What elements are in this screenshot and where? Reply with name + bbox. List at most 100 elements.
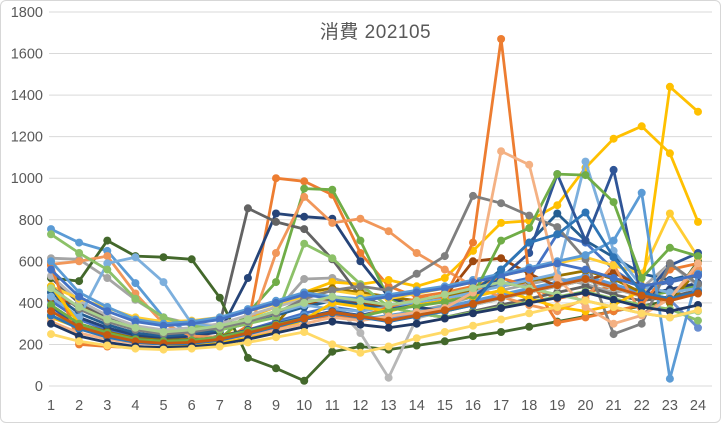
data-point-marker bbox=[243, 338, 252, 347]
data-point-marker bbox=[525, 298, 534, 307]
data-point-marker bbox=[131, 317, 140, 326]
data-point-marker bbox=[187, 255, 196, 264]
svg-text:1: 1 bbox=[47, 398, 55, 414]
data-point-marker bbox=[131, 253, 140, 262]
data-point-marker bbox=[384, 301, 393, 309]
data-point-marker bbox=[553, 223, 562, 232]
data-point-marker bbox=[215, 321, 224, 330]
data-point-marker bbox=[47, 330, 55, 339]
data-point-marker bbox=[356, 249, 365, 257]
svg-text:20: 20 bbox=[577, 398, 593, 414]
data-point-marker bbox=[215, 293, 224, 302]
data-point-marker bbox=[75, 337, 84, 346]
data-point-marker bbox=[497, 265, 506, 274]
data-point-marker bbox=[581, 236, 590, 245]
data-point-marker bbox=[609, 134, 618, 143]
data-point-marker bbox=[300, 184, 309, 193]
data-point-marker bbox=[497, 293, 506, 302]
data-point-marker bbox=[300, 314, 309, 323]
svg-text:19: 19 bbox=[549, 398, 565, 414]
data-point-marker bbox=[75, 257, 84, 266]
data-point-marker bbox=[553, 318, 562, 327]
svg-text:13: 13 bbox=[380, 398, 396, 414]
data-point-marker bbox=[440, 314, 449, 323]
data-point-marker bbox=[356, 257, 365, 266]
data-point-marker bbox=[497, 236, 506, 245]
data-point-marker bbox=[356, 236, 365, 245]
data-point-marker bbox=[272, 278, 280, 287]
data-point-marker bbox=[637, 122, 646, 131]
data-point-marker bbox=[300, 275, 309, 283]
data-point-marker bbox=[497, 199, 506, 208]
data-point-marker bbox=[412, 296, 421, 305]
data-point-marker bbox=[581, 313, 590, 322]
data-point-marker bbox=[187, 319, 196, 328]
data-point-marker bbox=[243, 307, 252, 316]
data-point-marker bbox=[440, 274, 449, 282]
data-point-marker bbox=[440, 337, 449, 346]
data-point-marker bbox=[469, 238, 477, 247]
data-point-marker bbox=[609, 236, 618, 245]
data-point-marker bbox=[581, 265, 590, 274]
data-point-marker bbox=[272, 307, 280, 316]
data-point-marker bbox=[412, 269, 421, 278]
data-point-marker bbox=[525, 265, 534, 274]
svg-text:14: 14 bbox=[409, 398, 425, 414]
data-point-marker bbox=[497, 218, 506, 227]
data-point-marker bbox=[328, 254, 337, 263]
data-point-marker bbox=[581, 171, 590, 180]
svg-text:600: 600 bbox=[19, 254, 43, 270]
data-point-marker bbox=[497, 315, 506, 324]
data-point-marker bbox=[356, 303, 365, 311]
data-point-marker bbox=[328, 308, 337, 317]
data-point-marker bbox=[384, 342, 393, 351]
data-point-marker bbox=[384, 373, 393, 382]
data-point-marker bbox=[328, 317, 337, 326]
data-point-marker bbox=[525, 309, 534, 318]
data-point-marker bbox=[440, 297, 449, 306]
data-point-marker bbox=[384, 292, 393, 301]
data-point-marker bbox=[694, 306, 702, 315]
data-point-marker bbox=[525, 224, 534, 233]
data-point-marker bbox=[440, 290, 449, 299]
data-point-marker bbox=[665, 296, 674, 305]
svg-text:17: 17 bbox=[493, 398, 509, 414]
svg-text:22: 22 bbox=[634, 398, 650, 414]
svg-text:21: 21 bbox=[606, 398, 622, 414]
data-point-marker bbox=[553, 259, 562, 268]
data-point-marker bbox=[609, 261, 618, 270]
data-point-marker bbox=[665, 209, 674, 218]
data-point-marker bbox=[131, 323, 140, 332]
data-point-marker bbox=[103, 331, 112, 340]
data-point-marker bbox=[637, 319, 646, 328]
data-point-marker bbox=[243, 274, 252, 282]
data-point-marker bbox=[159, 345, 168, 354]
svg-text:11: 11 bbox=[325, 398, 340, 414]
data-point-marker bbox=[581, 303, 590, 311]
data-point-marker bbox=[187, 325, 196, 334]
data-point-marker bbox=[328, 286, 337, 295]
data-point-marker bbox=[159, 278, 168, 287]
data-point-marker bbox=[497, 286, 506, 295]
svg-text:200: 200 bbox=[19, 337, 43, 353]
data-point-marker bbox=[497, 278, 506, 287]
data-point-marker bbox=[609, 283, 618, 292]
svg-text:9: 9 bbox=[272, 398, 280, 414]
data-point-marker bbox=[243, 329, 252, 337]
data-point-marker bbox=[553, 281, 562, 290]
data-point-marker bbox=[581, 157, 590, 166]
data-point-marker bbox=[525, 274, 534, 282]
data-point-marker bbox=[412, 249, 421, 257]
data-point-marker bbox=[525, 160, 534, 169]
series-line bbox=[47, 296, 702, 357]
data-point-marker bbox=[272, 364, 280, 373]
data-point-marker bbox=[103, 307, 112, 316]
svg-text:1200: 1200 bbox=[11, 130, 43, 146]
data-point-marker bbox=[47, 265, 55, 274]
data-point-marker bbox=[272, 321, 280, 330]
data-point-marker bbox=[497, 147, 506, 156]
data-point-marker bbox=[665, 243, 674, 252]
data-point-marker bbox=[525, 287, 534, 296]
svg-text:15: 15 bbox=[437, 398, 453, 414]
